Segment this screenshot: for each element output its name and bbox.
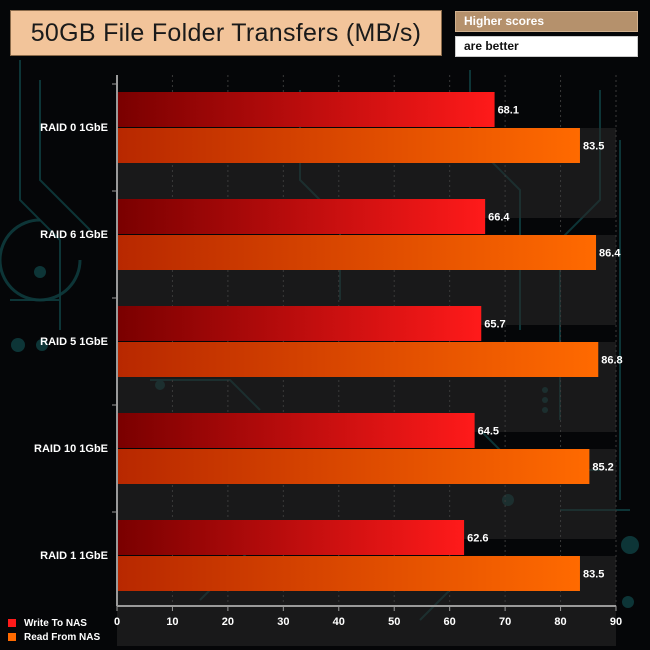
value-label: 83.5 (583, 569, 604, 581)
value-label: 65.7 (484, 319, 505, 331)
are-better-note: are better (455, 36, 638, 57)
value-label: 64.5 (478, 426, 499, 438)
chart-title: 50GB File Folder Transfers (MB/s) (30, 18, 422, 47)
bar-write (118, 520, 465, 555)
bar-read (118, 556, 580, 591)
x-tick-label: 50 (388, 616, 400, 628)
category-label: RAID 1 1GbE (40, 550, 108, 562)
value-label: 62.6 (467, 533, 488, 545)
value-label: 86.4 (599, 248, 621, 260)
legend-label-write: Write To NAS (24, 617, 87, 629)
value-label: 85.2 (592, 462, 613, 474)
x-tick-label: 60 (444, 616, 456, 628)
x-tick-label: 10 (166, 616, 178, 628)
x-tick-label: 40 (333, 616, 345, 628)
bar-read (118, 342, 599, 377)
legend-item-read: Read From NAS (8, 630, 100, 644)
legend-item-write: Write To NAS (8, 616, 100, 630)
legend-swatch-write (8, 619, 16, 627)
value-label: 86.8 (601, 355, 622, 367)
x-tick-label: 90 (610, 616, 622, 628)
category-label: RAID 0 1GbE (40, 122, 108, 134)
category-label: RAID 10 1GbE (34, 443, 108, 455)
category-label: RAID 6 1GbE (40, 229, 108, 241)
x-tick-label: 30 (277, 616, 289, 628)
x-tick-label: 20 (222, 616, 234, 628)
category-label: RAID 5 1GbE (40, 336, 108, 348)
bar-write (118, 413, 475, 448)
x-tick-label: 70 (499, 616, 511, 628)
chart-title-box: 50GB File Folder Transfers (MB/s) (10, 10, 442, 56)
legend-swatch-read (8, 633, 16, 641)
bar-write (118, 306, 482, 341)
bar-write (118, 92, 495, 127)
x-tick-label: 80 (554, 616, 566, 628)
bar-read (118, 128, 580, 163)
bar-read (118, 235, 597, 270)
bar-write (118, 199, 486, 234)
legend: Write To NAS Read From NAS (8, 616, 100, 644)
x-tick-label: 0 (114, 616, 120, 628)
value-label: 83.5 (583, 141, 604, 153)
higher-scores-note: Higher scores (455, 11, 638, 32)
legend-label-read: Read From NAS (24, 631, 101, 643)
bar-read (118, 449, 590, 484)
value-label: 68.1 (498, 105, 519, 117)
value-label: 66.4 (488, 212, 510, 224)
